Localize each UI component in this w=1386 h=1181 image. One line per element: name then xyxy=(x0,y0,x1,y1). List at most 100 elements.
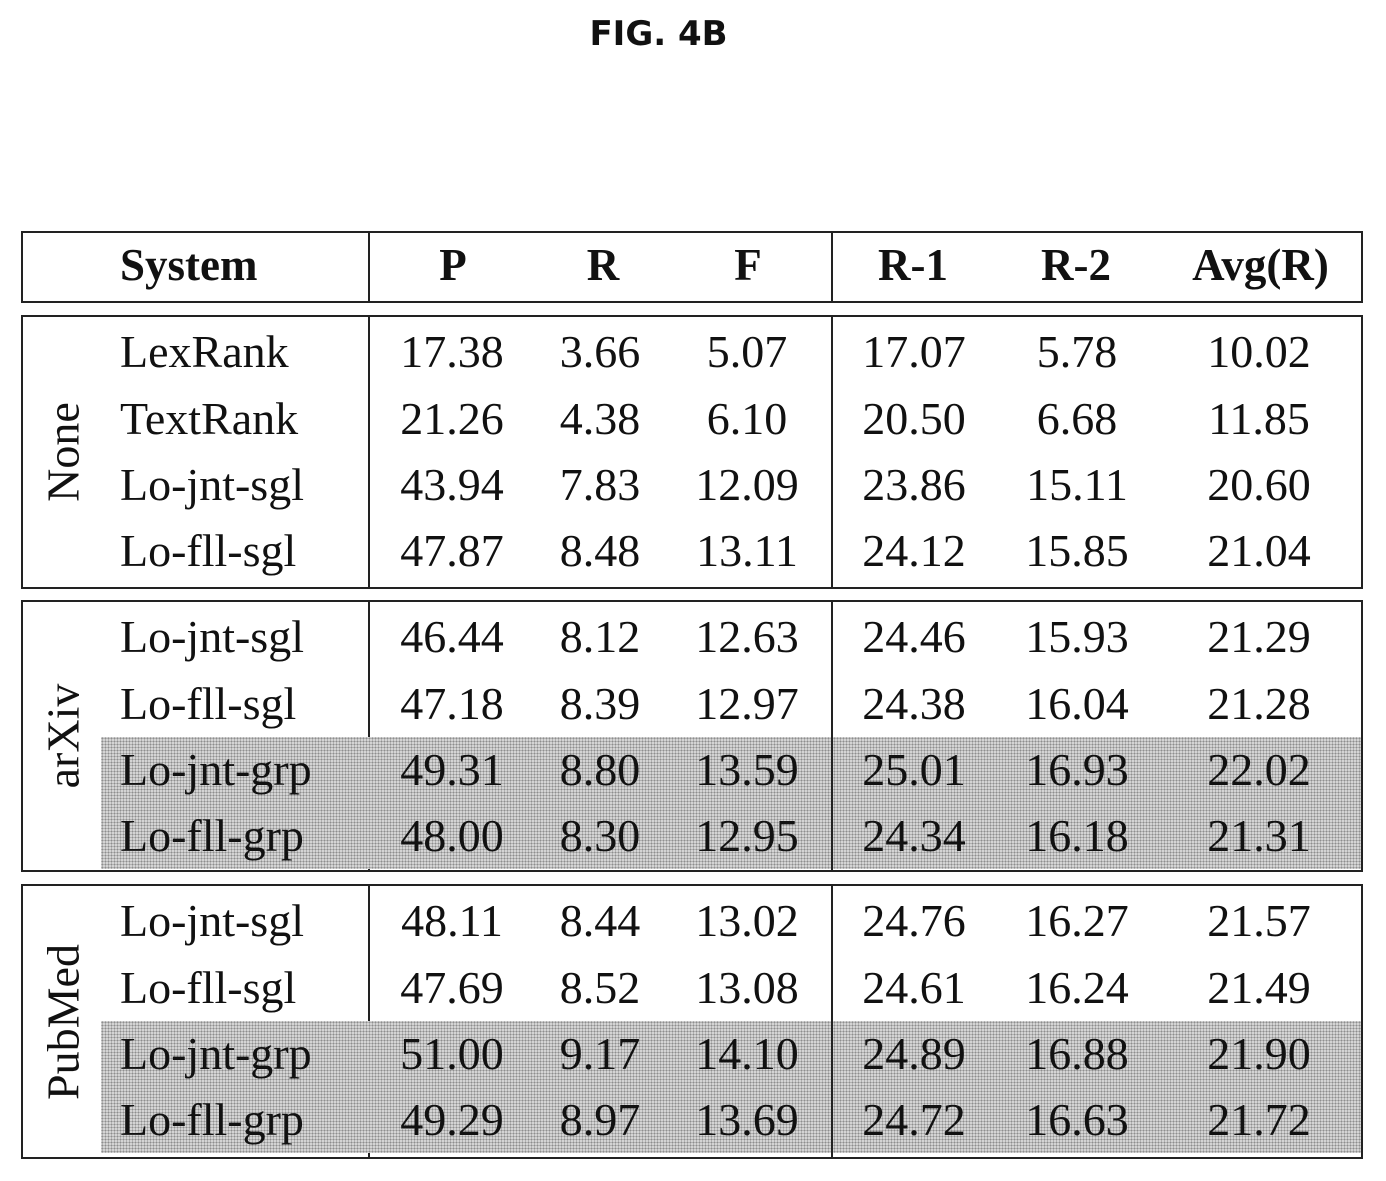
cell-p: 47.87 xyxy=(400,525,504,576)
table-row: Lo-fll-grp 48.00 8.30 12.95 24.34 16.18 21.31 xyxy=(23,803,1361,869)
header-avg-r: Avg(R) xyxy=(1192,240,1329,290)
cell-f: 13.69 xyxy=(695,1094,799,1145)
cell-r2: 15.93 xyxy=(1025,611,1129,662)
table-header: System P R F R-1 R-2 Avg(R) xyxy=(21,231,1363,303)
cell-p: 46.44 xyxy=(400,611,504,662)
cell-r2: 5.78 xyxy=(1036,326,1118,377)
cell-r: 8.52 xyxy=(559,962,641,1013)
system-name-cell: Lo-fll-sgl xyxy=(120,678,297,729)
cell-avg-r: 20.60 xyxy=(1207,459,1311,510)
cell-avg-r: 11.85 xyxy=(1208,393,1310,444)
cell-r: 3.66 xyxy=(559,326,641,377)
cell-r: 8.39 xyxy=(559,678,641,729)
system-name-cell: Lo-fll-grp xyxy=(120,810,304,861)
cell-r: 8.12 xyxy=(559,611,641,662)
system-name-cell: Lo-fll-sgl xyxy=(120,525,297,576)
cell-r1: 24.76 xyxy=(862,895,966,946)
header-r2: R-2 xyxy=(1041,240,1111,290)
cell-r2: 16.24 xyxy=(1025,962,1129,1013)
header-r: R xyxy=(586,240,620,290)
cell-r: 8.48 xyxy=(559,525,641,576)
cell-avg-r: 21.29 xyxy=(1207,611,1311,662)
cell-p: 51.00 xyxy=(400,1028,504,1079)
system-name-cell: Lo-fll-sgl xyxy=(120,962,297,1013)
cell-r: 8.30 xyxy=(559,810,641,861)
system-name-cell: LexRank xyxy=(120,326,289,377)
system-name-cell: Lo-jnt-sgl xyxy=(120,459,304,510)
cell-r1: 24.34 xyxy=(862,810,966,861)
cell-r: 8.80 xyxy=(559,744,641,795)
cell-r1: 24.61 xyxy=(862,962,966,1013)
cell-avg-r: 21.72 xyxy=(1207,1094,1311,1145)
cell-f: 12.63 xyxy=(695,611,799,662)
cell-avg-r: 21.28 xyxy=(1207,678,1311,729)
cell-f: 12.97 xyxy=(695,678,799,729)
cell-r2: 15.85 xyxy=(1025,525,1129,576)
cell-f: 5.07 xyxy=(706,326,788,377)
table-row: Lo-jnt-sgl 43.94 7.83 12.09 23.86 15.11 20.60 xyxy=(23,452,1361,518)
cell-avg-r: 21.57 xyxy=(1207,895,1311,946)
table-row: Lo-jnt-sgl 48.11 8.44 13.02 24.76 16.27 21.57 xyxy=(23,888,1361,954)
table-row: Lo-fll-sgl 47.87 8.48 13.11 24.12 15.85 21.04 xyxy=(23,518,1361,584)
table-row: Lo-jnt-grp 51.00 9.17 14.10 24.89 16.88 21.90 xyxy=(23,1021,1361,1087)
system-name-cell: Lo-jnt-grp xyxy=(120,744,312,795)
header-r1: R-1 xyxy=(878,240,948,290)
cell-f: 6.10 xyxy=(706,393,788,444)
cell-r: 8.97 xyxy=(559,1094,641,1145)
cell-f: 12.95 xyxy=(695,810,799,861)
table-row: TextRank 21.26 4.38 6.10 20.50 6.68 11.85 xyxy=(23,386,1361,452)
cell-r2: 16.88 xyxy=(1025,1028,1129,1079)
cell-f: 14.10 xyxy=(695,1028,799,1079)
cell-p: 17.38 xyxy=(400,326,504,377)
cell-r1: 23.86 xyxy=(862,459,966,510)
cell-p: 48.00 xyxy=(400,810,504,861)
header-p: P xyxy=(439,240,467,290)
header-f: F xyxy=(734,240,762,290)
cell-r2: 16.18 xyxy=(1025,810,1129,861)
cell-avg-r: 21.90 xyxy=(1207,1028,1311,1079)
cell-r: 9.17 xyxy=(559,1028,641,1079)
cell-f: 13.08 xyxy=(695,962,799,1013)
table-row: Lo-fll-sgl 47.69 8.52 13.08 24.61 16.24 21.49 xyxy=(23,955,1361,1021)
cell-avg-r: 21.49 xyxy=(1207,962,1311,1013)
cell-p: 49.29 xyxy=(400,1094,504,1145)
table-row: Lo-fll-grp 49.29 8.97 13.69 24.72 16.63 21.72 xyxy=(23,1087,1361,1153)
figure-title: FIG. 4B xyxy=(589,14,728,54)
cell-r2: 16.04 xyxy=(1025,678,1129,729)
group-pubmed: PubMed Lo-jnt-sgl 48.11 8.44 13.02 24.76 16.2… xyxy=(21,884,1363,1159)
cell-r2: 16.63 xyxy=(1025,1094,1129,1145)
cell-r2: 16.93 xyxy=(1025,744,1129,795)
cell-p: 47.18 xyxy=(400,678,504,729)
cell-avg-r: 21.04 xyxy=(1207,525,1311,576)
header-system: System xyxy=(120,240,258,290)
system-name-cell: Lo-jnt-sgl xyxy=(120,895,304,946)
cell-r1: 24.12 xyxy=(862,525,966,576)
cell-r1: 24.72 xyxy=(862,1094,966,1145)
table-row: LexRank 17.38 3.66 5.07 17.07 5.78 10.02 xyxy=(23,319,1361,385)
cell-p: 43.94 xyxy=(400,459,504,510)
cell-r2: 16.27 xyxy=(1025,895,1129,946)
cell-r: 8.44 xyxy=(559,895,641,946)
system-name-cell: Lo-fll-grp xyxy=(120,1094,304,1145)
cell-r1: 17.07 xyxy=(862,326,966,377)
cell-r1: 20.50 xyxy=(862,393,966,444)
cell-p: 47.69 xyxy=(400,962,504,1013)
cell-p: 49.31 xyxy=(400,744,504,795)
cell-f: 13.59 xyxy=(695,744,799,795)
cell-r1: 24.46 xyxy=(862,611,966,662)
system-name-cell: Lo-jnt-sgl xyxy=(120,611,304,662)
table-row: Lo-jnt-grp 49.31 8.80 13.59 25.01 16.93 22.02 xyxy=(23,737,1361,803)
cell-avg-r: 10.02 xyxy=(1207,326,1311,377)
system-name-cell: Lo-jnt-grp xyxy=(120,1028,312,1079)
cell-f: 13.11 xyxy=(696,525,798,576)
cell-avg-r: 21.31 xyxy=(1207,810,1311,861)
cell-r1: 24.89 xyxy=(862,1028,966,1079)
cell-avg-r: 22.02 xyxy=(1207,744,1311,795)
cell-p: 21.26 xyxy=(400,393,504,444)
cell-r2: 15.11 xyxy=(1026,459,1128,510)
cell-r1: 25.01 xyxy=(862,744,966,795)
cell-r2: 6.68 xyxy=(1036,393,1118,444)
cell-r: 7.83 xyxy=(559,459,641,510)
cell-r: 4.38 xyxy=(559,393,641,444)
cell-f: 12.09 xyxy=(695,459,799,510)
